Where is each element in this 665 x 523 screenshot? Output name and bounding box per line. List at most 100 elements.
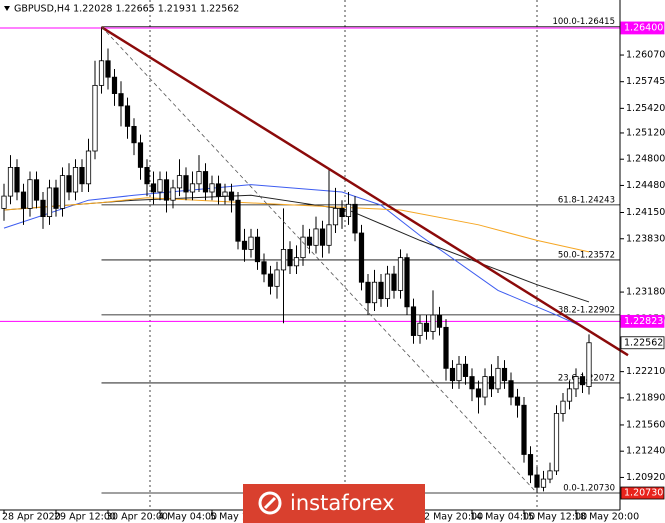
- candle-body: [33, 179, 40, 201]
- candle-body: [423, 322, 430, 332]
- candle-body: [430, 314, 436, 332]
- candle-body: [527, 454, 534, 476]
- candle-body: [371, 281, 378, 304]
- candle-body: [469, 376, 475, 390]
- candle-body: [397, 257, 404, 291]
- x-tick-label: 15 May 12:00: [522, 512, 587, 523]
- candle-body: [248, 236, 254, 250]
- candle-body: [14, 167, 20, 193]
- candle-body: [183, 175, 189, 193]
- candle-body: [475, 388, 482, 398]
- candle-body: [40, 199, 46, 218]
- menu-arrow[interactable]: [4, 6, 10, 11]
- candle-body: [92, 84, 98, 152]
- candle-body: [118, 93, 124, 107]
- fib-label: 100.0-1.26415: [552, 17, 615, 27]
- candle-body: [105, 60, 111, 78]
- candle-body: [501, 367, 508, 382]
- candle-body: [358, 232, 365, 283]
- moving-average: [3, 184, 590, 331]
- candle-body: [560, 400, 566, 414]
- candle-body: [410, 306, 417, 336]
- candle-body: [573, 376, 579, 390]
- price-box-label: 1.26400: [624, 22, 663, 33]
- candle-body: [189, 183, 196, 193]
- x-tick-label: 18 May 20:00: [574, 512, 639, 523]
- candle-body: [436, 314, 443, 328]
- candle-body: [7, 167, 14, 197]
- x-tick-label: 12 May 20:00: [418, 512, 483, 523]
- candle-body: [339, 208, 345, 218]
- y-tick-label: 1.25420: [626, 103, 665, 114]
- price-box-label: 1.22823: [624, 316, 663, 327]
- y-tick-label: 1.23180: [626, 287, 665, 298]
- candle-body: [326, 224, 332, 246]
- price-box: [620, 486, 665, 500]
- candle-body: [274, 269, 280, 287]
- candle-body: [150, 183, 157, 193]
- watermark-text: instaforex: [290, 491, 395, 515]
- candle-body: [404, 257, 410, 308]
- candle-body: [365, 281, 371, 304]
- y-tick-label: 1.26070: [626, 50, 665, 61]
- candle-body: [170, 187, 176, 201]
- candle-body: [449, 367, 456, 382]
- y-tick-label: 1.21890: [626, 392, 665, 403]
- trendline: [101, 26, 538, 494]
- overlay-layer: 1.26070 1.25745 1.25420 1.25120 1.24800 1.244…: [2, 21, 665, 523]
- candle-body: [417, 322, 423, 336]
- watermark: instaforex: [243, 484, 425, 523]
- y-tick-label: 1.23830: [626, 233, 665, 244]
- candle-body: [443, 326, 449, 369]
- candle-body: [586, 342, 592, 387]
- candle-body: [72, 167, 79, 193]
- candle-body: [345, 203, 352, 218]
- candle-body: [176, 175, 183, 189]
- candle-body: [534, 474, 540, 488]
- candle-body: [267, 273, 274, 287]
- candle-body: [391, 273, 397, 291]
- y-tick-label: 1.22210: [626, 366, 665, 377]
- candle-body: [209, 183, 215, 193]
- price-box: [620, 314, 665, 328]
- candle-body: [79, 167, 85, 185]
- y-tick-label: 1.25120: [626, 127, 665, 138]
- candle-body: [1, 195, 7, 209]
- candle-body: [456, 363, 462, 382]
- candle-body: [124, 105, 131, 127]
- watermark-logo: [263, 496, 277, 510]
- fib-label: 38.2-1.22902: [558, 305, 615, 315]
- candle-body: [488, 376, 495, 390]
- y-tick-label: 1.20920: [626, 472, 665, 483]
- candle-body: [332, 208, 339, 226]
- candle-body: [98, 60, 105, 86]
- candle-body: [521, 404, 527, 455]
- candle-body: [196, 171, 202, 185]
- candle-body: [319, 228, 326, 246]
- x-tick-label: 4 May 04:00: [158, 512, 217, 523]
- candle-body: [46, 187, 53, 218]
- candle-body: [579, 376, 586, 386]
- candle-body: [131, 125, 137, 144]
- candle-body: [306, 236, 313, 246]
- plot-layer: 100.0-1.26415 61.8-1.24243 50.0-1.23572 38.…: [0, 17, 629, 494]
- y-tick-label: 1.24480: [626, 180, 665, 191]
- watermark-logo: [258, 491, 282, 515]
- candle-body: [540, 478, 547, 488]
- candle-body: [482, 376, 488, 398]
- x-tick-label: 29 Apr 12:00: [54, 512, 116, 523]
- candle-body: [313, 228, 319, 246]
- candle-body: [508, 380, 514, 398]
- x-tick-label: 30 Apr 20:00: [106, 512, 168, 523]
- watermark-box: [243, 484, 425, 523]
- fib-label: 61.8-1.24243: [558, 195, 615, 205]
- fib-label: 50.0-1.23572: [558, 250, 615, 260]
- price-box-label: 1.22562: [624, 337, 663, 348]
- candle-body: [144, 167, 150, 185]
- candle-body: [280, 249, 287, 271]
- candle-body: [235, 199, 241, 242]
- candle-body: [20, 191, 27, 209]
- candle-body: [495, 367, 501, 390]
- trendline: [100, 26, 629, 357]
